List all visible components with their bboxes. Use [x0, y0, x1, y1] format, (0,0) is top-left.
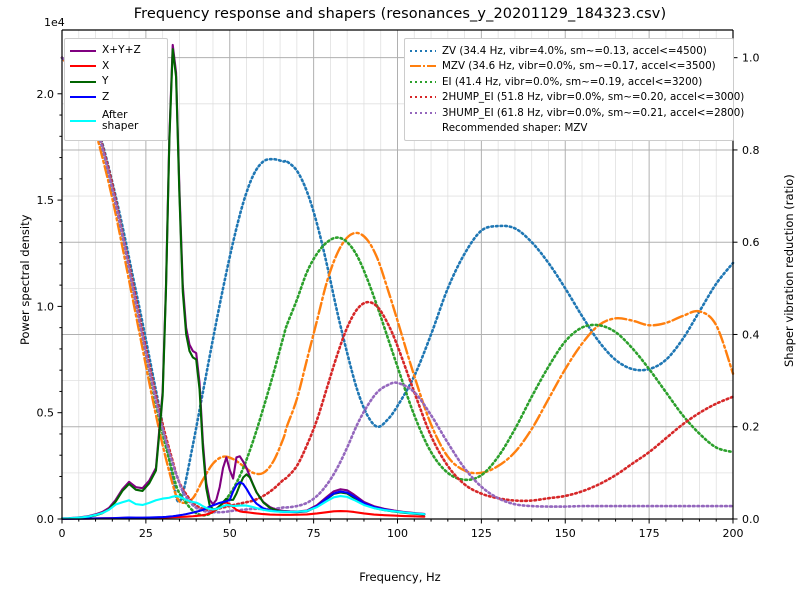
legend-signals: X+Y+Z X Y Z After shaper	[64, 38, 168, 141]
y-tick-label-right: 0.8	[742, 144, 760, 157]
y-axis-label-right: Shaper vibration reduction (ratio)	[782, 173, 796, 367]
y-tick-label-left: 1.0	[37, 300, 55, 313]
legend-item-xyz[interactable]: X+Y+Z	[70, 43, 161, 59]
legend-label: X	[102, 59, 110, 72]
x-tick-label: 200	[723, 527, 744, 540]
x-tick-label: 150	[555, 527, 576, 540]
x-tick-label: 25	[139, 527, 153, 540]
legend-label: After shaper	[102, 108, 139, 132]
psd-curve-aftershaper	[60, 494, 426, 520]
y-tick-label-left: 0.0	[37, 513, 55, 526]
legend-label: 2HUMP_EI (51.8 Hz, vibr=0.0%, sm~=0.20, …	[442, 91, 745, 104]
legend-shapers: ZV (34.4 Hz, vibr=4.0%, sm~=0.13, accel<…	[404, 38, 744, 141]
y-tick-label-right: 0.4	[742, 328, 760, 341]
y-axis-offset-label: 1e4	[44, 16, 65, 29]
legend-item-zv[interactable]: ZV (34.4 Hz, vibr=4.0%, sm~=0.13, accel<…	[410, 43, 727, 59]
psd-curve-z	[60, 481, 426, 520]
x-tick-label: 100	[387, 527, 408, 540]
y-tick-label-right: 0.0	[742, 513, 760, 526]
legend-swatch	[410, 91, 436, 103]
x-tick-label: 125	[471, 527, 492, 540]
axis-ticks: 0 25 50 75 100 125 150 175 2000.00.51.01.52.00.0…	[37, 52, 760, 540]
legend-item-y[interactable]: Y	[70, 74, 161, 90]
legend-swatch	[410, 107, 436, 119]
x-tick-label: 175	[639, 527, 660, 540]
legend-item-mzv[interactable]: MZV (34.6 Hz, vibr=0.0%, sm~=0.17, accel…	[410, 59, 727, 75]
legend-label: Y	[102, 75, 109, 88]
recommended-shaper-note: Recommended shaper: MZV	[410, 121, 727, 137]
y-tick-label-right: 1.0	[742, 52, 760, 65]
legend-item-2hump_ei[interactable]: 2HUMP_EI (51.8 Hz, vibr=0.0%, sm~=0.20, …	[410, 90, 744, 106]
psd-curve-xyz	[60, 43, 426, 520]
legend-label: X+Y+Z	[102, 44, 141, 57]
y-tick-label-left: 2.0	[37, 88, 55, 101]
y-tick-label-right: 0.2	[742, 421, 760, 434]
y-tick-label-left: 0.5	[37, 407, 55, 420]
recommended-shaper-label: Recommended shaper: MZV	[442, 122, 588, 135]
legend-swatch	[70, 60, 96, 72]
legend-item-ei[interactable]: EI (41.4 Hz, vibr=0.0%, sm~=0.19, accel<…	[410, 74, 727, 90]
legend-label: ZV (34.4 Hz, vibr=4.0%, sm~=0.13, accel<…	[442, 44, 707, 57]
shaper-curve-mzv	[60, 56, 735, 505]
psd-curves	[60, 43, 426, 520]
legend-swatch	[70, 76, 96, 88]
legend-swatch	[70, 91, 96, 103]
y-tick-label-left: 1.5	[37, 194, 55, 207]
legend-item-3hump_ei[interactable]: 3HUMP_EI (61.8 Hz, vibr=0.0%, sm~=0.21, …	[410, 105, 744, 121]
legend-swatch	[410, 45, 436, 57]
legend-label: Z	[102, 90, 110, 103]
legend-item-z[interactable]: Z	[70, 90, 161, 106]
legend-item-x[interactable]: X	[70, 59, 161, 75]
legend-swatch	[70, 45, 96, 57]
x-tick-label: 75	[307, 527, 321, 540]
legend-swatch-empty	[410, 122, 436, 134]
shaper-curve-3hump_ei	[60, 56, 735, 514]
legend-item-aftershaper[interactable]: After shaper	[70, 105, 161, 136]
x-axis-label: Frequency, Hz	[359, 570, 441, 584]
x-tick-label: 50	[223, 527, 237, 540]
y-tick-label-right: 0.6	[742, 236, 760, 249]
legend-swatch	[410, 76, 436, 88]
legend-label: MZV (34.6 Hz, vibr=0.0%, sm~=0.17, accel…	[442, 60, 716, 73]
shaper-curves	[60, 56, 735, 517]
y-axis-label-left: Power spectral density	[18, 214, 32, 345]
legend-swatch	[410, 60, 436, 72]
legend-label: 3HUMP_EI (61.8 Hz, vibr=0.0%, sm~=0.21, …	[442, 106, 745, 119]
x-tick-label: 0	[59, 527, 66, 540]
legend-swatch	[70, 115, 96, 127]
legend-label: EI (41.4 Hz, vibr=0.0%, sm~=0.19, accel<…	[442, 75, 703, 88]
shaper-curve-zv	[60, 56, 735, 504]
chart-title: Frequency response and shapers (resonanc…	[133, 6, 667, 22]
